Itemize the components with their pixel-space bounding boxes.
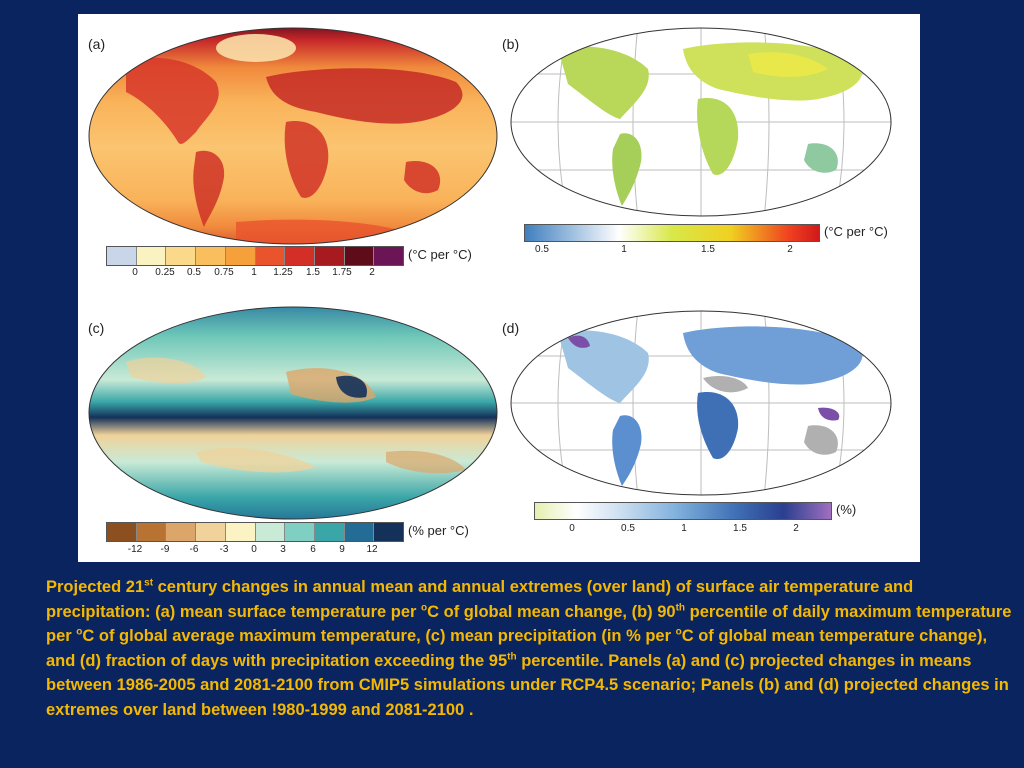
colorbar-swatch [166,523,197,541]
panel-d-label: (d) [502,320,520,336]
panel-d-tick: 1 [681,523,687,534]
colorbar-swatch [255,523,286,541]
panel-c-tick: -9 [160,544,170,555]
panel-a-colorbar [106,246,404,266]
panel-b-colorbar [524,224,820,242]
caption-superscript: st [144,577,154,589]
colorbar-swatch [314,247,345,265]
caption-superscript: o [76,626,83,638]
panel-b-tick: 0.5 [535,244,549,255]
panel-a-tick: 0.5 [187,267,201,278]
caption-text: C of global mean change, (b) 90 [427,602,676,621]
panel-a-tick: 1.75 [332,267,352,278]
panel-c-tick: 9 [339,544,345,555]
panel-b-extreme-temperature-map [510,27,892,217]
colorbar-swatch [136,247,167,265]
caption-text: century changes in annual mean and annua… [46,578,914,621]
panel-d-tick: 1.5 [733,523,747,534]
panel-c-tick: 0 [251,544,257,555]
colorbar-swatch [166,247,197,265]
panel-a-tick: 0.25 [155,267,175,278]
panel-a-tick: 1.25 [273,267,293,278]
panel-b-unit: (°C per °C) [824,224,888,239]
caption-superscript: o [421,602,428,613]
panel-d-tick: 0 [569,523,575,534]
panel-c-tick: 6 [310,544,316,555]
colorbar-swatch [344,247,375,265]
panel-a-tick: 0 [132,267,138,278]
panel-c-tick: 12 [366,544,378,555]
panel-d-colorbar [534,502,832,520]
colorbar-swatch [196,247,226,265]
panel-d-extreme-precipitation-map [510,310,892,496]
colorbar-swatch [374,247,404,265]
caption-text: Projected 21 [46,578,145,596]
panel-c-label: (c) [88,320,105,336]
colorbar-swatch [196,523,226,541]
panel-d-tick: 0.5 [621,523,635,534]
caption-superscript: th [675,602,686,613]
panel-d-tick: 2 [793,523,799,534]
colorbar-swatch [136,523,167,541]
caption-text: percentile. Panels (a) and (c) projected… [46,651,1009,719]
panel-a-tick: 2 [369,267,375,278]
panel-c-colorbar [106,522,404,542]
colorbar-swatch [255,247,286,265]
colorbar-swatch [314,523,345,541]
caption-superscript: th [507,651,517,662]
caption-superscript: o [675,626,682,638]
panel-b-tick: 1 [621,244,627,255]
colorbar-swatch [374,523,404,541]
figure-panel: (a) [78,14,920,562]
colorbar-swatch [285,523,315,541]
colorbar-swatch [344,523,375,541]
panel-a-tick: 1.5 [306,267,320,278]
panel-b-tick: 2 [787,244,793,255]
caption-text: percentile of daily maximum temperature … [46,602,1012,646]
panel-b-label: (b) [502,36,520,52]
caption-text: C of global average maximum temperature,… [82,627,676,645]
panel-c-tick: 3 [280,544,286,555]
panel-a-tick: 0.75 [214,267,234,278]
colorbar-swatch [225,247,256,265]
panel-c-unit: (% per °C) [408,523,469,538]
panel-a-tick: 1 [251,267,257,278]
figure-caption: Projected 21st century changes in annual… [46,575,1014,722]
colorbar-swatch [225,523,256,541]
panel-a-unit: (°C per °C) [408,247,472,262]
panel-a-label: (a) [88,36,106,52]
panel-c-tick: -6 [189,544,199,555]
caption-text: C of global mean temperature change), an… [46,627,988,670]
colorbar-swatch [107,247,137,265]
panel-c-precipitation-map [88,306,498,520]
panel-b-tick: 1.5 [701,244,715,255]
panel-c-tick: -3 [219,544,229,555]
panel-d-unit: (%) [836,502,857,517]
panel-c-tick: -12 [127,544,143,555]
colorbar-swatch [107,523,137,541]
colorbar-swatch [285,247,315,265]
panel-a-temperature-map [88,27,498,245]
